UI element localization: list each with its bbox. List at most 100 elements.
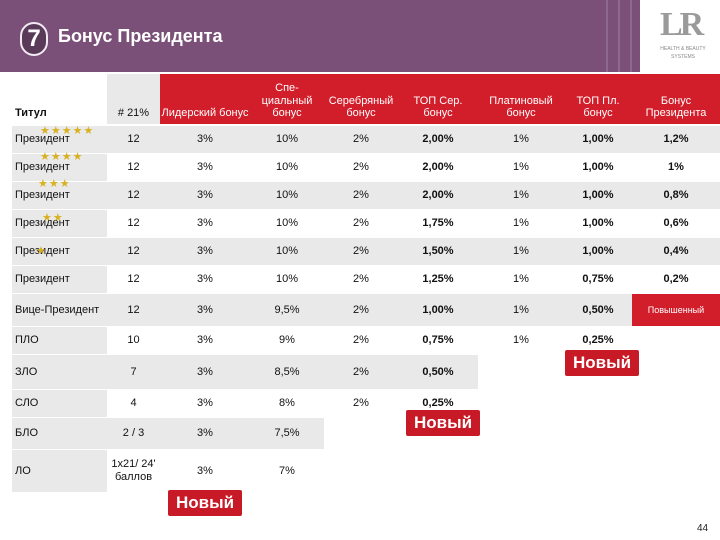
- row-3-top-silver: 1,75%: [422, 217, 454, 230]
- row-4-top-silver: 1,50%: [398, 238, 478, 265]
- header-top-silver: ТОП Сер. бонус: [398, 74, 478, 124]
- row-8-special: 8,5%: [250, 355, 324, 389]
- row-5-top-platinum: 0,75%: [582, 273, 614, 286]
- row-7-silver: 2%: [353, 334, 369, 347]
- row-8-silver: 2%: [324, 355, 398, 389]
- row-4-leader: 3%: [160, 238, 250, 265]
- row-10-special: 7,5%: [250, 418, 324, 449]
- row-2-platinum: 1%: [478, 182, 564, 209]
- row-6-president: Повышенный: [632, 294, 720, 326]
- row-3-silver: 2%: [353, 217, 369, 230]
- row-0-top-platinum: 1,00%: [564, 126, 632, 153]
- row-6-platinum: 1%: [478, 294, 564, 326]
- new-badge-slo: Новый: [406, 410, 480, 436]
- row-2-leader: 3%: [160, 182, 250, 209]
- row-1-top-platinum: 1,00%: [582, 161, 614, 174]
- row-9-special: 8%: [279, 397, 295, 410]
- row-10-leader: 3%: [160, 418, 250, 449]
- row-11-leader: 3%: [197, 464, 213, 477]
- row-8-titul: ЗЛО: [12, 355, 107, 389]
- row-1-percent21: 12: [127, 161, 140, 174]
- logo-line2: SYSTEMS: [671, 54, 695, 60]
- row-6-titul: Вице-Президент: [12, 294, 107, 326]
- row-6-top-silver: 1,00%: [398, 294, 478, 326]
- row-1-silver: 2%: [353, 161, 369, 174]
- page-title: Бонус Президента: [58, 26, 223, 46]
- row-1-titul: Президент: [12, 154, 107, 181]
- row-0-platinum: 1%: [478, 126, 564, 153]
- row-3-president: 0,6%: [663, 217, 689, 230]
- row-1-platinum: 1%: [513, 161, 529, 174]
- row-5-percent21: 12: [127, 273, 140, 286]
- row-2-top-platinum: 1,00%: [564, 182, 632, 209]
- row-1-leader: 3%: [197, 161, 213, 174]
- logo-mark: LR: [660, 6, 704, 43]
- row-7-percent21: 10: [127, 334, 140, 347]
- stars-5: ★★★★★: [40, 125, 95, 137]
- header-titul: Титул: [15, 107, 47, 120]
- header-leader: Лидерский бонус: [160, 74, 250, 124]
- stars-2: ★★: [42, 212, 64, 224]
- row-11-percent21: 1x21/ 24' баллов: [111, 458, 156, 483]
- row-3-leader: 3%: [197, 217, 213, 230]
- row-6-percent21: 12: [107, 294, 160, 326]
- header-stripe: [600, 0, 640, 72]
- row-5-top-silver: 1,25%: [422, 273, 454, 286]
- row-6-silver: 2%: [324, 294, 398, 326]
- row-5-special: 10%: [275, 273, 299, 286]
- row-5-silver: 2%: [353, 273, 369, 286]
- header-special: Спе-циальный бонус: [250, 74, 324, 124]
- new-badge-plo: Новый: [565, 350, 639, 376]
- row-9-titul: СЛО: [12, 390, 107, 417]
- row-6-leader: 3%: [160, 294, 250, 326]
- row-7-special: 9%: [279, 334, 295, 347]
- row-9-leader: 3%: [197, 397, 213, 410]
- row-8-leader: 3%: [160, 355, 250, 389]
- row-5-platinum: 1%: [513, 273, 529, 286]
- row-0-leader: 3%: [160, 126, 250, 153]
- row-2-percent21: 12: [107, 182, 160, 209]
- stars-1: ★: [36, 245, 47, 257]
- row-3-top-platinum: 1,00%: [582, 217, 614, 230]
- row-4-platinum: 1%: [478, 238, 564, 265]
- new-badge-lo: Новый: [168, 490, 242, 516]
- row-0-special: 10%: [250, 126, 324, 153]
- row-4-titul: Президент: [12, 238, 107, 265]
- row-4-silver: 2%: [324, 238, 398, 265]
- row-3-platinum: 1%: [513, 217, 529, 230]
- row-0-silver: 2%: [324, 126, 398, 153]
- row-7-platinum: 1%: [513, 334, 529, 347]
- section-number-badge: 7: [20, 22, 48, 56]
- row-2-special: 10%: [250, 182, 324, 209]
- row-2-top-silver: 2,00%: [398, 182, 478, 209]
- row-7-titul: ПЛО: [12, 327, 107, 354]
- row-0-percent21: 12: [107, 126, 160, 153]
- row-4-percent21: 12: [107, 238, 160, 265]
- row-4-special: 10%: [250, 238, 324, 265]
- row-2-president: 0,8%: [632, 182, 720, 209]
- row-5-president: 0,2%: [663, 273, 689, 286]
- row-8-percent21: 7: [107, 355, 160, 389]
- page-number: 44: [697, 523, 709, 534]
- row-3-titul: Президент: [12, 210, 107, 237]
- row-10-titul: БЛО: [12, 418, 107, 449]
- row-4-top-platinum: 1,00%: [564, 238, 632, 265]
- row-4-president: 0,4%: [632, 238, 720, 265]
- row-9-top-silver: 0,25%: [422, 397, 454, 410]
- row-2-silver: 2%: [324, 182, 398, 209]
- header-bar: [0, 0, 640, 72]
- row-7-leader: 3%: [197, 334, 213, 347]
- header-top-platinum: ТОП Пл. бонус: [564, 74, 632, 124]
- row-1-top-silver: 2,00%: [422, 161, 454, 174]
- row-7-top-silver: 0,75%: [422, 334, 454, 347]
- row-1-special: 10%: [275, 161, 299, 174]
- stars-3: ★★★: [38, 178, 71, 190]
- row-5-leader: 3%: [197, 273, 213, 286]
- row-0-president: 1,2%: [632, 126, 720, 153]
- lr-logo: LR HEALTH & BEAUTY SYSTEMS: [652, 6, 714, 68]
- row-3-special: 10%: [275, 217, 299, 230]
- header-silver: Серебряный бонус: [324, 74, 398, 124]
- row-7-top-platinum: 0,25%: [582, 334, 614, 347]
- row-3-percent21: 12: [127, 217, 140, 230]
- stars-4: ★★★★: [40, 151, 84, 163]
